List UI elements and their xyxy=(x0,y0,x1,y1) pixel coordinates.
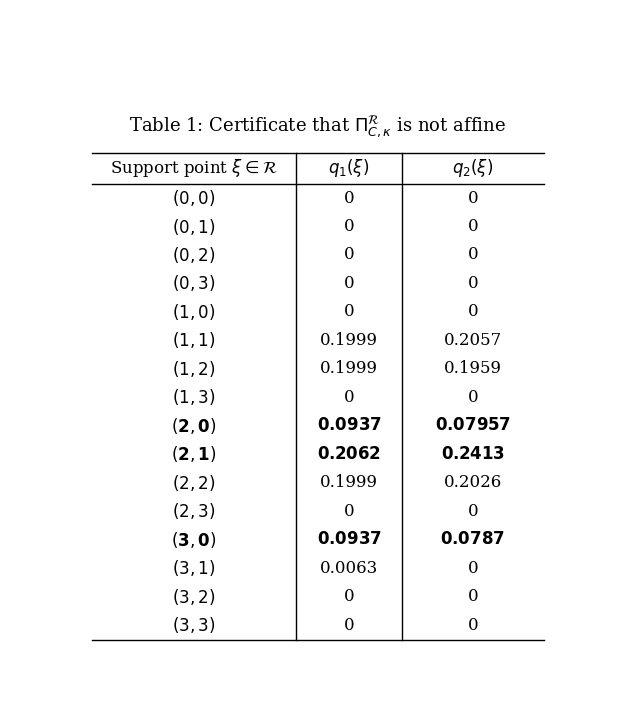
Text: $\mathbf{0.2413}$: $\mathbf{0.2413}$ xyxy=(441,446,505,463)
Text: $\mathbf{0.0937}$: $\mathbf{0.0937}$ xyxy=(317,417,381,435)
Text: 0: 0 xyxy=(343,503,354,520)
Text: $(2, 2)$: $(2, 2)$ xyxy=(172,473,216,493)
Text: 0: 0 xyxy=(467,560,478,577)
Text: Support point $\xi \in \mathcal{R}$: Support point $\xi \in \mathcal{R}$ xyxy=(110,157,278,179)
Text: $(\mathbf{3}, \mathbf{0})$: $(\mathbf{3}, \mathbf{0})$ xyxy=(171,530,216,550)
Text: $(\mathbf{2}, \mathbf{0})$: $(\mathbf{2}, \mathbf{0})$ xyxy=(171,416,216,436)
Text: 0: 0 xyxy=(467,304,478,320)
Text: 0.1999: 0.1999 xyxy=(320,360,378,377)
Text: $(0, 1)$: $(0, 1)$ xyxy=(172,216,216,237)
Text: 0: 0 xyxy=(467,189,478,207)
Text: Table 1: Certificate that $\Pi_{C,\kappa}^{\mathcal{R}}$ is not affine: Table 1: Certificate that $\Pi_{C,\kappa… xyxy=(130,114,506,140)
Text: 0: 0 xyxy=(467,275,478,292)
Text: 0: 0 xyxy=(343,275,354,292)
Text: 0: 0 xyxy=(343,617,354,634)
Text: $(1, 3)$: $(1, 3)$ xyxy=(172,387,216,408)
Text: $\mathbf{0.0937}$: $\mathbf{0.0937}$ xyxy=(317,531,381,548)
Text: 0: 0 xyxy=(467,247,478,264)
Text: $q_2(\xi)$: $q_2(\xi)$ xyxy=(452,157,494,179)
Text: $(3, 1)$: $(3, 1)$ xyxy=(172,558,216,578)
Text: $q_1(\xi)$: $q_1(\xi)$ xyxy=(329,157,370,179)
Text: 0.2026: 0.2026 xyxy=(443,475,502,491)
Text: $\mathbf{0.0787}$: $\mathbf{0.0787}$ xyxy=(440,531,505,548)
Text: 0.1999: 0.1999 xyxy=(320,332,378,349)
Text: $(\mathbf{2}, \mathbf{1})$: $(\mathbf{2}, \mathbf{1})$ xyxy=(171,444,216,464)
Text: 0.0063: 0.0063 xyxy=(320,560,378,577)
Text: $\mathbf{0.07957}$: $\mathbf{0.07957}$ xyxy=(435,417,510,435)
Text: $\mathbf{0.2062}$: $\mathbf{0.2062}$ xyxy=(317,446,381,463)
Text: 0: 0 xyxy=(467,218,478,235)
Text: 0.2057: 0.2057 xyxy=(443,332,502,349)
Text: 0: 0 xyxy=(343,588,354,605)
Text: 0: 0 xyxy=(343,247,354,264)
Text: $(2, 3)$: $(2, 3)$ xyxy=(172,502,216,521)
Text: 0: 0 xyxy=(343,304,354,320)
Text: $(3, 2)$: $(3, 2)$ xyxy=(172,587,216,606)
Text: 0: 0 xyxy=(343,218,354,235)
Text: $(1, 1)$: $(1, 1)$ xyxy=(172,331,216,350)
Text: 0: 0 xyxy=(467,389,478,406)
Text: 0.1959: 0.1959 xyxy=(444,360,502,377)
Text: 0.1999: 0.1999 xyxy=(320,475,378,491)
Text: 0: 0 xyxy=(343,389,354,406)
Text: 0: 0 xyxy=(467,617,478,634)
Text: $(0, 3)$: $(0, 3)$ xyxy=(172,274,216,293)
Text: $(3, 3)$: $(3, 3)$ xyxy=(172,615,216,636)
Text: $(0, 0)$: $(0, 0)$ xyxy=(172,188,216,208)
Text: $(1, 0)$: $(1, 0)$ xyxy=(172,302,216,322)
Text: 0: 0 xyxy=(467,503,478,520)
Text: 0: 0 xyxy=(467,588,478,605)
Text: $(0, 2)$: $(0, 2)$ xyxy=(172,245,216,265)
Text: $(1, 2)$: $(1, 2)$ xyxy=(172,359,216,379)
Text: 0: 0 xyxy=(343,189,354,207)
